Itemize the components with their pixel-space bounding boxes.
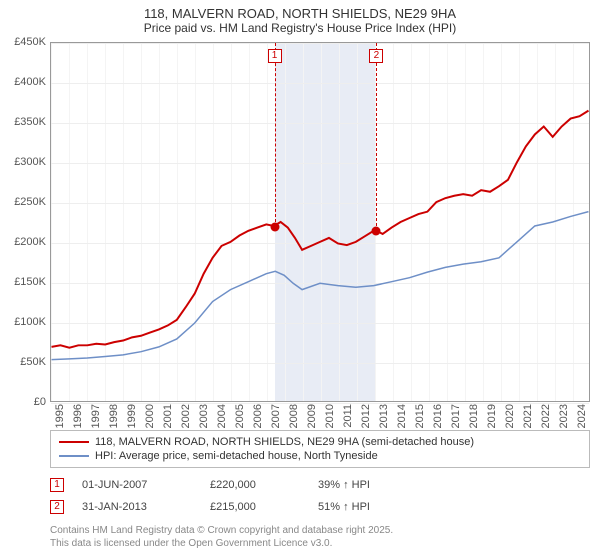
series-price_paid — [52, 111, 589, 348]
y-axis-label: £250K — [0, 196, 46, 208]
x-axis-label: 2018 — [468, 404, 480, 428]
y-axis-label: £300K — [0, 156, 46, 168]
x-axis-label: 1999 — [126, 404, 138, 428]
legend-swatch — [59, 441, 89, 443]
x-axis-label: 2024 — [576, 404, 588, 428]
sale-date: 31-JAN-2013 — [82, 501, 192, 513]
sale-price: £220,000 — [210, 479, 300, 491]
marker-flag-2: 2 — [369, 49, 383, 63]
legend-item: 118, MALVERN ROAD, NORTH SHIELDS, NE29 9… — [59, 435, 581, 449]
x-axis-label: 2000 — [144, 404, 156, 428]
legend-box: 118, MALVERN ROAD, NORTH SHIELDS, NE29 9… — [50, 430, 590, 468]
credits-line2: This data is licensed under the Open Gov… — [50, 537, 590, 550]
x-axis-label: 2006 — [252, 404, 264, 428]
plot-area: 12 — [50, 42, 590, 402]
legend-swatch — [59, 455, 89, 457]
x-axis-label: 2002 — [180, 404, 192, 428]
x-axis-label: 2007 — [270, 404, 282, 428]
x-axis-label: 1998 — [108, 404, 120, 428]
sale-flag-1: 1 — [50, 478, 64, 492]
y-axis-label: £150K — [0, 276, 46, 288]
chart-title-line1: 118, MALVERN ROAD, NORTH SHIELDS, NE29 9… — [0, 0, 600, 21]
marker-dot-2 — [372, 227, 381, 236]
sale-row-2: 2 31-JAN-2013 £215,000 51% ↑ HPI — [50, 500, 590, 514]
x-axis-label: 2011 — [342, 404, 354, 428]
x-axis-label: 1997 — [90, 404, 102, 428]
marker-line-1 — [275, 43, 276, 227]
x-axis-label: 2016 — [432, 404, 444, 428]
x-axis-label: 2019 — [486, 404, 498, 428]
x-axis-label: 1995 — [54, 404, 66, 428]
line-series-svg — [51, 43, 589, 401]
x-axis-label: 2003 — [198, 404, 210, 428]
y-axis-label: £200K — [0, 236, 46, 248]
x-axis-label: 2012 — [360, 404, 372, 428]
x-axis-label: 2004 — [216, 404, 228, 428]
y-axis-label: £0 — [0, 396, 46, 408]
credits: Contains HM Land Registry data © Crown c… — [50, 524, 590, 550]
x-axis-label: 2015 — [414, 404, 426, 428]
y-axis-label: £350K — [0, 116, 46, 128]
sale-row-1: 1 01-JUN-2007 £220,000 39% ↑ HPI — [50, 478, 590, 492]
marker-line-2 — [376, 43, 377, 231]
x-axis-label: 2010 — [324, 404, 336, 428]
y-axis-label: £100K — [0, 316, 46, 328]
marker-flag-1: 1 — [268, 49, 282, 63]
x-axis-label: 2020 — [504, 404, 516, 428]
x-axis-label: 2014 — [396, 404, 408, 428]
chart-container: 12 £0£50K£100K£150K£200K£250K£300K£350K£… — [0, 42, 600, 424]
sale-flag-2: 2 — [50, 500, 64, 514]
x-axis-label: 2005 — [234, 404, 246, 428]
x-axis-label: 2009 — [306, 404, 318, 428]
chart-title-line2: Price paid vs. HM Land Registry's House … — [0, 21, 600, 39]
legend-label: 118, MALVERN ROAD, NORTH SHIELDS, NE29 9… — [95, 436, 474, 448]
y-axis-label: £50K — [0, 356, 46, 368]
x-axis-label: 2023 — [558, 404, 570, 428]
y-axis-label: £400K — [0, 76, 46, 88]
x-axis-label: 2021 — [522, 404, 534, 428]
sale-delta: 51% ↑ HPI — [318, 501, 370, 513]
sale-date: 01-JUN-2007 — [82, 479, 192, 491]
sale-price: £215,000 — [210, 501, 300, 513]
x-axis-label: 2017 — [450, 404, 462, 428]
x-axis-label: 2022 — [540, 404, 552, 428]
marker-dot-1 — [270, 223, 279, 232]
legend-label: HPI: Average price, semi-detached house,… — [95, 450, 378, 462]
sale-delta: 39% ↑ HPI — [318, 479, 370, 491]
x-axis-label: 2001 — [162, 404, 174, 428]
x-axis-label: 1996 — [72, 404, 84, 428]
y-axis-label: £450K — [0, 36, 46, 48]
x-axis-label: 2013 — [378, 404, 390, 428]
credits-line1: Contains HM Land Registry data © Crown c… — [50, 524, 590, 537]
x-axis-label: 2008 — [288, 404, 300, 428]
legend-item: HPI: Average price, semi-detached house,… — [59, 449, 581, 463]
